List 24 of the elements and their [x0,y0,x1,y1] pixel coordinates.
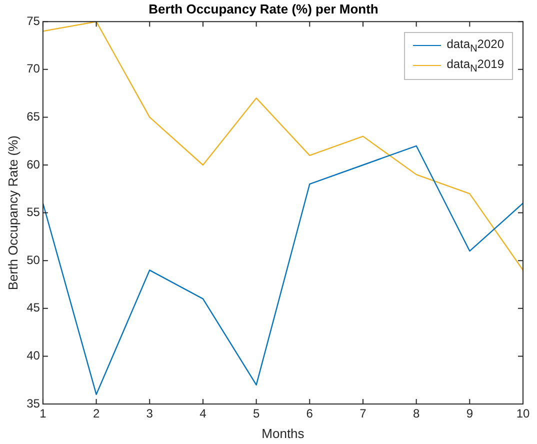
y-axis-title: Berth Occupancy Rate (%) [5,135,20,290]
x-tick-label: 1 [40,406,47,421]
x-tick-label: 3 [146,406,154,421]
x-tick-label: 7 [360,406,367,421]
y-tick-label: 45 [26,300,40,315]
x-axis-title: Months [262,426,305,441]
x-tick-label: 6 [306,406,314,421]
chart-title: Berth Occupancy Rate (%) per Month [148,1,378,16]
x-tick-label: 2 [92,406,100,421]
y-tick-label: 50 [26,252,40,267]
x-tick-label: 8 [412,406,420,421]
legend-label: data$_{N}$2019 [446,56,504,74]
x-tick-label: 4 [200,406,207,421]
y-tick-label: 75 [26,14,40,28]
y-tick-label: 55 [26,205,40,220]
y-tick-label: 40 [26,348,40,363]
y-tick-label: 65 [26,110,40,124]
x-tick-label: 5 [252,406,260,421]
y-tick-label: 35 [26,396,40,410]
legend-label: data$_{N}$2020 [446,36,504,54]
x-tick-label: 10 [516,406,530,421]
x-tick-label: 9 [466,406,474,421]
y-tick-label: 60 [26,157,40,172]
y-tick-label: 70 [26,62,40,76]
